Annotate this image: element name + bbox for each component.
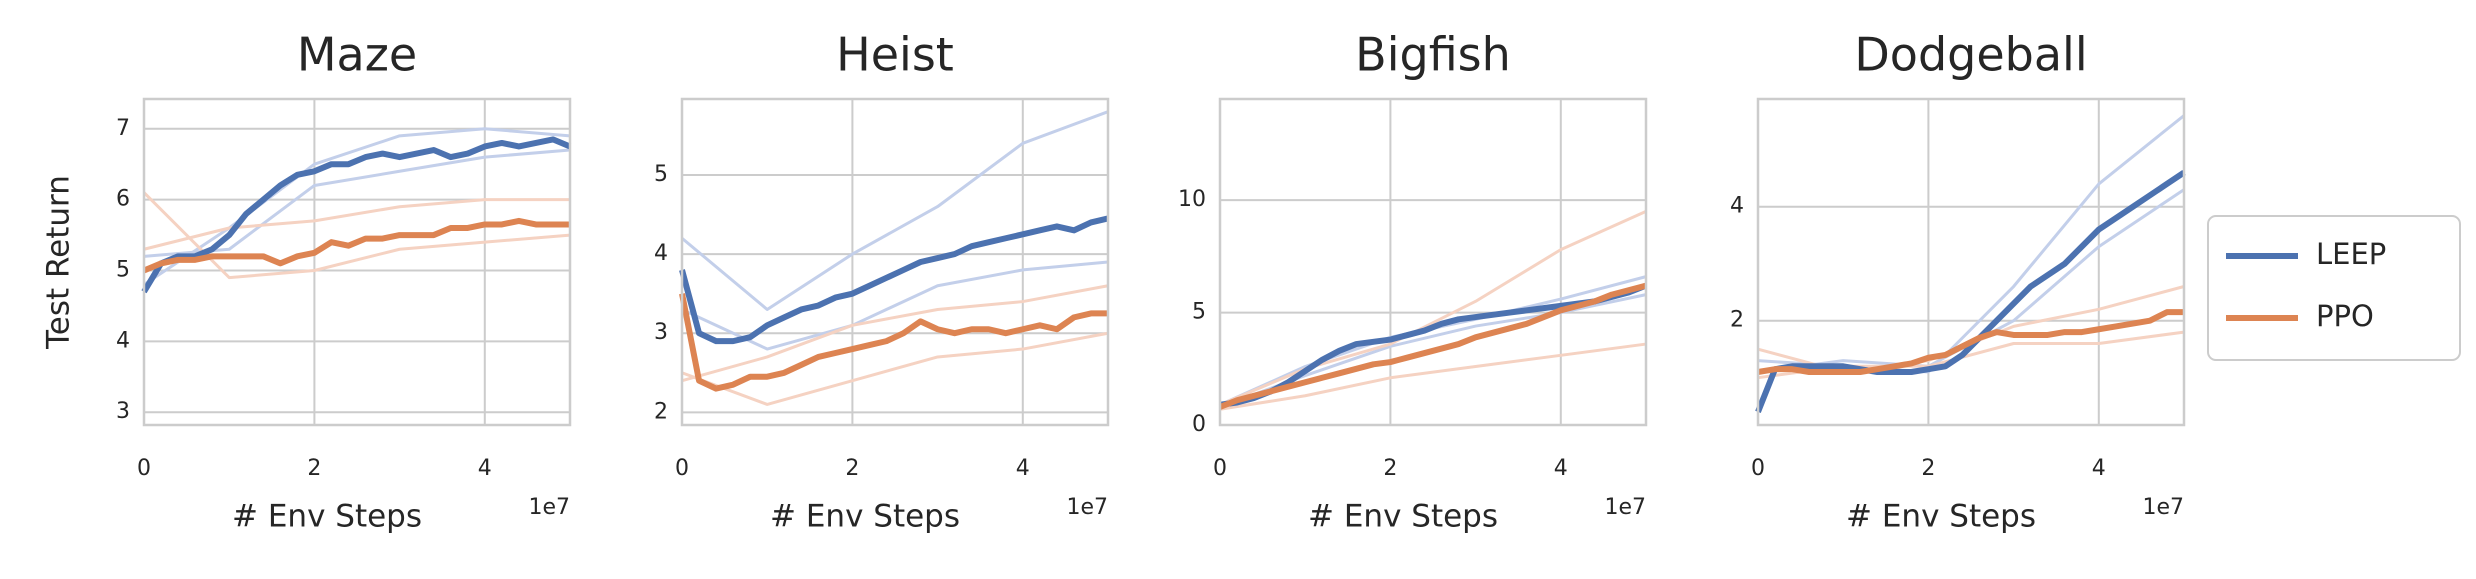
x-tick-label: 0: [1213, 456, 1227, 481]
x-tick-label: 4: [1554, 456, 1568, 481]
mean-line: [1757, 309, 2184, 375]
axes-frame: [680, 97, 1110, 427]
x-tick-label: 2: [1921, 456, 1935, 481]
y-tick-label: 5: [654, 162, 668, 187]
x-tick-label: 0: [675, 456, 689, 481]
y-tick-label: 4: [1730, 194, 1744, 219]
mean-line: [679, 293, 1108, 392]
x-tick-label: 0: [137, 456, 151, 481]
seed-line: [681, 331, 1109, 406]
seed-line: [681, 110, 1109, 311]
x-tick-label: 2: [307, 456, 321, 481]
legend-label: PPO: [2316, 299, 2374, 333]
x-tick-label: 0: [1751, 456, 1765, 481]
y-tick-label: 5: [116, 258, 130, 283]
legend-box: [2207, 215, 2461, 361]
seed-line: [142, 191, 571, 280]
seed-line: [1219, 210, 1647, 407]
mean-line: [1218, 282, 1647, 410]
axes-frame: [1218, 97, 1648, 427]
seed-line: [681, 284, 1109, 383]
x-tick-label: 2: [845, 456, 859, 481]
seed-line: [681, 260, 1109, 351]
y-tick-label: 3: [654, 320, 668, 345]
y-tick-label: 7: [116, 116, 130, 141]
chart-title: Bigfish: [1355, 28, 1511, 82]
axes-frame: [142, 97, 572, 427]
chart-title: Dodgeball: [1854, 28, 2087, 82]
x-axis-label: # Env Steps: [1308, 499, 1498, 535]
x-axis-label: # Env Steps: [232, 499, 422, 535]
y-tick-label: 4: [116, 328, 130, 353]
x-tick-label: 4: [478, 456, 492, 481]
y-tick-label: 4: [654, 241, 668, 266]
x-offset-label: 1e7: [528, 495, 570, 520]
x-offset-label: 1e7: [2142, 495, 2184, 520]
y-tick-label: 2: [654, 399, 668, 424]
seed-line: [143, 127, 571, 286]
y-tick-label: 3: [116, 399, 130, 424]
x-axis-label: # Env Steps: [770, 499, 960, 535]
mean-line: [1755, 170, 2186, 414]
x-tick-label: 2: [1383, 456, 1397, 481]
x-tick-label: 4: [1016, 456, 1030, 481]
axes-frame: [1756, 97, 2186, 427]
mean-line: [679, 215, 1109, 345]
y-tick-label: 2: [1730, 308, 1744, 333]
x-offset-label: 1e7: [1604, 495, 1646, 520]
mean-line: [142, 217, 570, 274]
x-axis-label: # Env Steps: [1846, 499, 2036, 535]
chart-title: Heist: [836, 28, 954, 82]
seed-line: [1757, 114, 2185, 374]
y-tick-label: 0: [1192, 412, 1206, 437]
y-tick-label: 6: [116, 187, 130, 212]
legend-label: LEEP: [2316, 237, 2386, 271]
chart-title: Maze: [297, 28, 417, 82]
y-tick-label: 10: [1178, 187, 1206, 212]
x-tick-label: 4: [2092, 456, 2106, 481]
seed-line: [143, 198, 570, 251]
mean-line: [141, 136, 572, 294]
y-tick-label: 5: [1192, 300, 1206, 325]
y-axis-label: Test Return: [41, 175, 77, 350]
seed-line: [1219, 342, 1647, 411]
x-offset-label: 1e7: [1066, 495, 1108, 520]
